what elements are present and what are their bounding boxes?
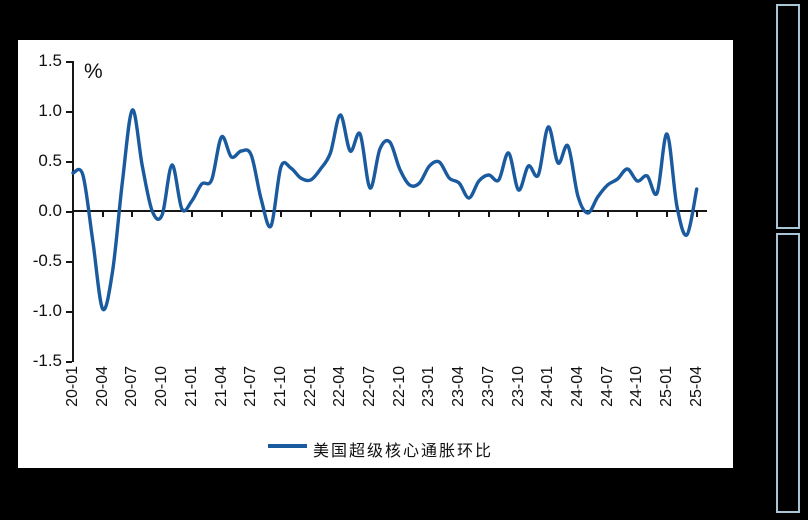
x-tick-mark (695, 211, 698, 217)
right-table-cell-top (776, 4, 800, 229)
x-tick-mark (428, 211, 431, 217)
x-tick-mark (220, 211, 223, 217)
y-tick-label: -0.5 (32, 251, 62, 270)
y-tick-mark (66, 161, 72, 163)
y-tick-mark (66, 211, 72, 213)
y-tick-label: 1.0 (38, 101, 62, 120)
x-axis-zero-line (73, 210, 707, 212)
right-table-cell-bottom (776, 233, 800, 513)
y-tick-label: -1.0 (32, 301, 62, 320)
x-tick-mark (101, 211, 104, 217)
chart-panel (18, 40, 733, 468)
y-tick-label: 0.5 (38, 151, 62, 170)
x-tick-mark (487, 211, 490, 217)
x-tick-mark (131, 211, 134, 217)
y-tick-mark (66, 111, 72, 113)
x-tick-mark (398, 211, 401, 217)
x-tick-mark (636, 211, 639, 217)
x-tick-mark (606, 211, 609, 217)
x-tick-mark (72, 211, 74, 217)
x-tick-mark (458, 211, 461, 217)
series-line (71, 108, 699, 312)
y-tick-label: 1.5 (38, 51, 62, 70)
y-tick-mark (66, 61, 72, 63)
x-tick-mark (369, 211, 371, 217)
x-tick-mark (666, 211, 668, 217)
y-axis-unit-label: % (84, 60, 103, 83)
y-tick-mark (66, 261, 72, 263)
legend-line-marker (268, 444, 307, 448)
x-tick-mark (517, 211, 520, 217)
y-tick-label: 0.0 (38, 201, 62, 220)
y-tick-mark (66, 361, 72, 363)
y-tick-mark (66, 311, 72, 313)
x-tick-mark (339, 211, 342, 217)
x-tick-mark (190, 211, 193, 217)
legend-series-label: 美国超级核心通胀环比 (313, 443, 494, 460)
x-tick-mark (576, 211, 579, 217)
x-tick-mark (547, 211, 550, 217)
x-tick-mark (250, 211, 253, 217)
y-tick-label: -1.5 (32, 351, 62, 370)
x-tick-mark (309, 211, 312, 217)
x-tick-mark (279, 211, 282, 217)
